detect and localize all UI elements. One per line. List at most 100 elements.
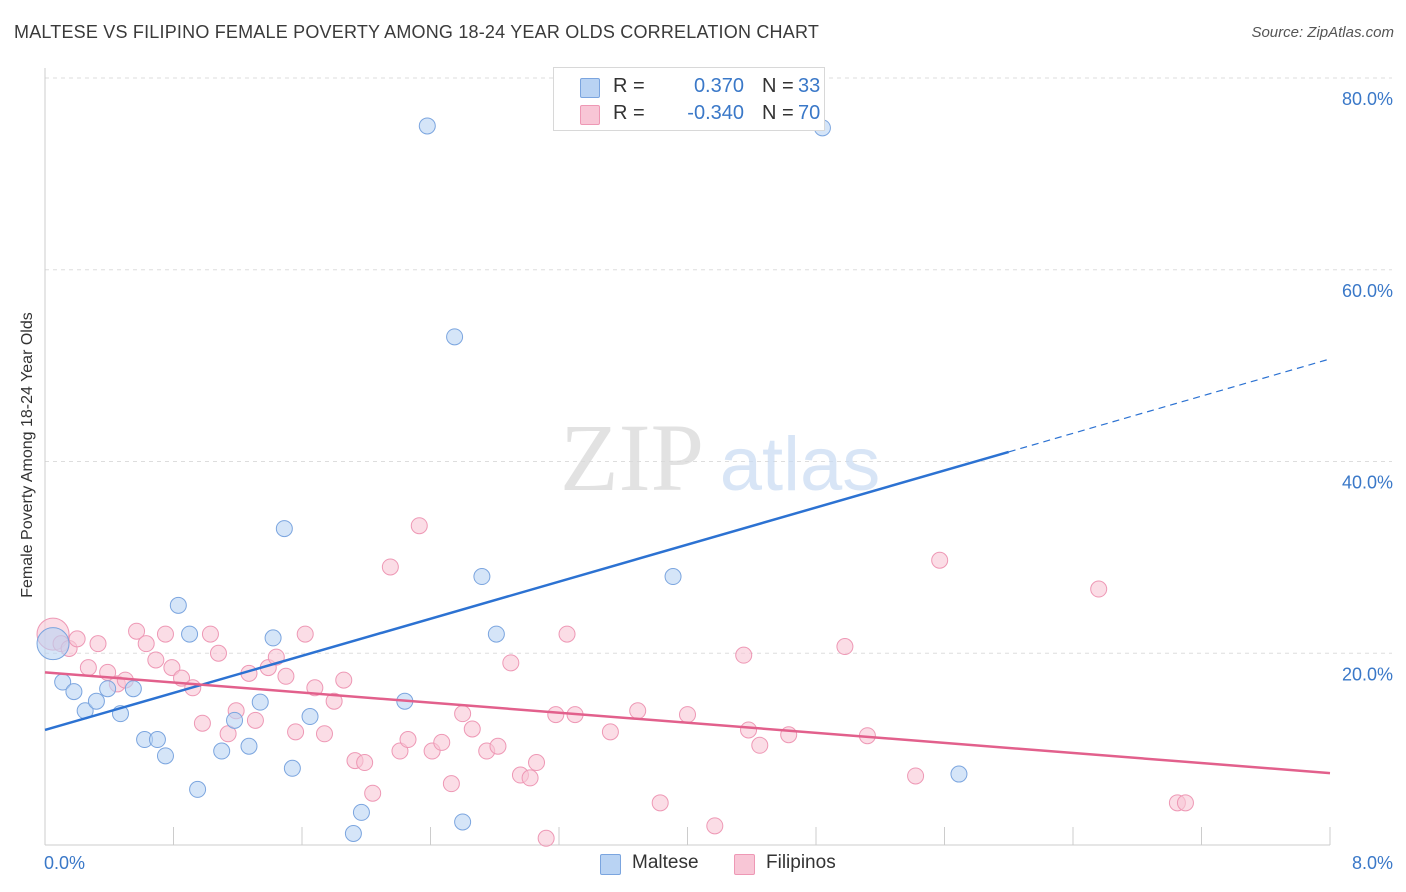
- filipinos-point: [547, 706, 565, 724]
- filipinos-point: [558, 625, 576, 643]
- maltese-point: [301, 708, 319, 726]
- filipinos-point: [735, 646, 753, 664]
- filipinos-point: [163, 659, 181, 677]
- source-credit: Source: ZipAtlas.com: [1251, 24, 1394, 41]
- x-tick-label: 8.0%: [1352, 853, 1393, 873]
- maltese-point: [189, 780, 207, 798]
- maltese-point: [87, 692, 105, 710]
- filipinos-point: [89, 635, 107, 653]
- maltese-point: [213, 742, 231, 760]
- maltese-point: [454, 813, 472, 831]
- filipinos-point: [335, 671, 353, 689]
- axes: [44, 68, 1331, 846]
- maltese-point: [36, 627, 70, 661]
- maltese-n-label: N =: [762, 75, 794, 97]
- maltese-point: [124, 680, 142, 698]
- filipinos-point: [193, 714, 211, 732]
- maltese-r-value: 0.370: [693, 75, 744, 97]
- filipinos-point: [489, 737, 507, 755]
- filipinos-point: [651, 794, 669, 812]
- watermark: ZIP atlas: [560, 404, 880, 511]
- watermark-zip: ZIP: [560, 404, 704, 511]
- tick-labels: 20.0% 40.0% 60.0% 80.0% 0.0% 8.0%: [44, 89, 1393, 873]
- maltese-point: [664, 568, 682, 586]
- filipinos-point: [315, 725, 333, 743]
- filipinos-point: [399, 731, 417, 749]
- y-tick-label: 60.0%: [1342, 281, 1393, 301]
- filipinos-point: [521, 769, 539, 787]
- y-tick-label: 20.0%: [1342, 664, 1393, 684]
- filipinos-point: [209, 644, 227, 662]
- maltese-point: [283, 759, 301, 777]
- filipinos-point: [356, 754, 374, 772]
- filipinos-point: [706, 817, 724, 835]
- filipinos-point: [1176, 794, 1194, 812]
- maltese-point: [418, 117, 436, 135]
- y-tick-label: 40.0%: [1342, 473, 1393, 493]
- maltese-point: [240, 737, 258, 755]
- trend-lines: [44, 358, 1331, 775]
- maltese-point: [446, 328, 464, 346]
- filipinos-point: [287, 723, 305, 741]
- maltese-point: [99, 680, 117, 698]
- maltese-point: [264, 629, 282, 647]
- maltese-trend-line: [44, 450, 1010, 732]
- maltese-point: [156, 747, 174, 765]
- filipinos-point: [201, 625, 219, 643]
- chart-title: MALTESE VS FILIPINO FEMALE POVERTY AMONG…: [14, 22, 820, 42]
- filipinos-point: [528, 754, 546, 772]
- filipinos-point: [751, 736, 769, 754]
- maltese-point: [275, 520, 293, 538]
- maltese-point: [226, 711, 244, 729]
- filipinos-point: [679, 706, 696, 724]
- legend-maltese-swatch: [600, 854, 621, 875]
- maltese-point: [950, 765, 968, 783]
- filipinos-n-label: N =: [762, 102, 794, 124]
- stats-box: R = 0.370 N = 33 R = -0.340 N = 70: [553, 67, 825, 131]
- maltese-point: [169, 596, 187, 614]
- filipinos-r-label: R =: [613, 102, 645, 124]
- filipinos-point: [463, 720, 481, 738]
- filipinos-point: [537, 829, 555, 847]
- maltese-point: [344, 824, 362, 842]
- maltese-point: [65, 683, 83, 701]
- filipinos-point: [1090, 580, 1108, 598]
- filipinos-point: [246, 711, 264, 729]
- filipinos-point: [601, 723, 619, 741]
- filipinos-point: [836, 638, 854, 656]
- maltese-point: [352, 803, 370, 821]
- filipinos-point: [364, 784, 382, 802]
- filipinos-point: [410, 517, 428, 535]
- maltese-n-value: 33: [798, 75, 821, 97]
- maltese-point: [487, 625, 505, 643]
- maltese-point: [251, 693, 269, 711]
- filipinos-point: [740, 721, 758, 739]
- filipinos-r-value: -0.340: [687, 102, 744, 124]
- filipinos-n-value: 70: [798, 102, 821, 124]
- maltese-point: [181, 625, 199, 643]
- filipinos-swatch: [580, 105, 600, 125]
- maltese-r-label: R =: [613, 75, 645, 97]
- filipinos-point: [147, 651, 165, 669]
- filipinos-point: [325, 692, 343, 710]
- filipinos-point: [931, 551, 949, 569]
- filipinos-point: [128, 622, 146, 640]
- maltese-point: [473, 568, 491, 586]
- maltese-swatch: [580, 78, 600, 98]
- filipinos-point: [391, 742, 409, 760]
- grid-lines: [45, 77, 1392, 654]
- legend: Maltese Filipinos: [0, 851, 1406, 879]
- filipinos-point: [306, 679, 324, 697]
- filipinos-point: [296, 625, 314, 643]
- filipinos-point: [137, 635, 155, 653]
- legend-maltese-label: Maltese: [632, 852, 699, 873]
- legend-filipinos-label: Filipinos: [766, 852, 836, 873]
- filipinos-point: [156, 625, 174, 643]
- filipinos-trend-line: [44, 671, 1331, 775]
- filipinos-point: [277, 667, 295, 685]
- filipinos-point: [454, 705, 472, 723]
- legend-filipinos-swatch: [734, 854, 755, 875]
- x-tick-label: 0.0%: [44, 853, 85, 873]
- filipinos-point: [381, 558, 399, 576]
